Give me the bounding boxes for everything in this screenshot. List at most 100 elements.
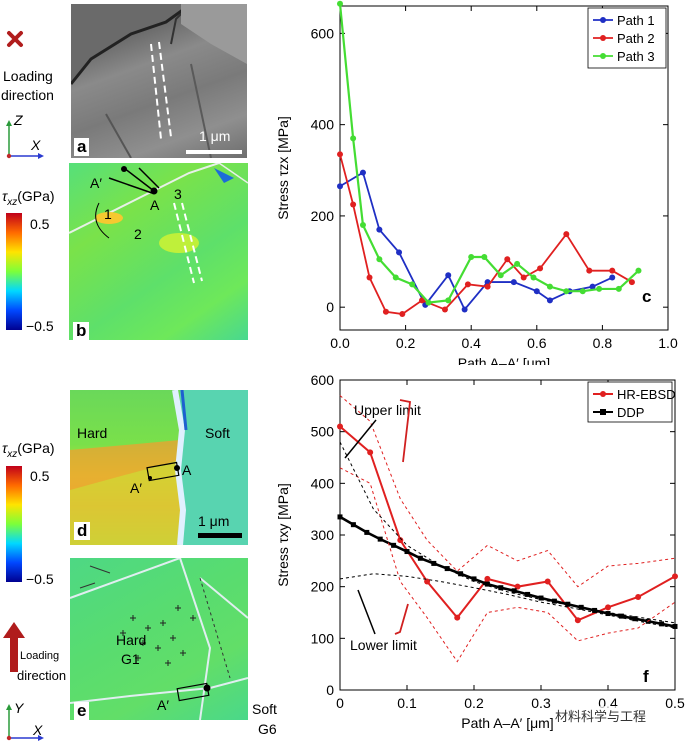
data-point (546, 283, 553, 290)
panel-b-point-a-prime: A′ (90, 175, 102, 191)
data-point (514, 583, 521, 590)
data-point (530, 274, 537, 281)
data-point (538, 595, 544, 601)
watermark-text: 材料科学与工程 (555, 709, 647, 724)
watermark: 材料科学与工程 (553, 706, 649, 725)
colorbar-top-title: τxz(GPa) (2, 188, 55, 208)
y-axis-label: Stress τxy [MPa] (275, 483, 291, 587)
data-point (445, 272, 452, 279)
axis-triad-zx-icon (2, 112, 52, 162)
data-point (382, 308, 389, 315)
x-axis-label: Path A–A′ [μm] (461, 715, 553, 731)
data-point (484, 283, 491, 290)
panel-d-scale-bar: 1 μm (198, 513, 230, 529)
y-tick-label: 0 (326, 682, 334, 698)
y-tick-label: 600 (311, 372, 335, 388)
data-point (609, 267, 616, 274)
colorbar-top-sub: xz (7, 196, 18, 208)
y-tick-label: 500 (311, 424, 335, 440)
colorbar-bottom-unit: (GPa) (17, 440, 55, 456)
y-tick-label: 400 (311, 475, 335, 491)
y-tick-label: 300 (311, 527, 335, 543)
panel-d-point-a-prime: A′ (130, 480, 142, 496)
series-line-ddp (339, 515, 676, 628)
series-line-hr-ebsd-upper-band (339, 395, 676, 588)
legend-label: Path 3 (617, 49, 655, 64)
data-point (417, 555, 423, 561)
series-line-hr-ebsd-lower-band (339, 467, 676, 663)
annotation-arrow-upper-red (399, 399, 411, 463)
data-point (409, 281, 416, 288)
data-point (586, 267, 593, 274)
data-point (392, 274, 399, 281)
loading-label-line2: direction (1, 87, 54, 103)
colorbar-top-unit: (GPa) (17, 188, 55, 204)
panel-d-label: d (74, 522, 91, 540)
x-tick-label: 0.5 (665, 695, 685, 711)
data-point (468, 253, 475, 260)
axis-x-label-bottom: X (33, 722, 43, 738)
annotation-lower-limit: Lower limit (350, 637, 417, 653)
data-point (628, 279, 635, 286)
data-point (397, 537, 404, 544)
data-point (578, 604, 584, 610)
panel-e-soft: Soft (252, 701, 277, 717)
panel-f-label: f (643, 667, 649, 686)
data-point (537, 265, 544, 272)
y-tick-label: 0 (326, 299, 334, 315)
stress-map-e (70, 558, 248, 720)
data-point (520, 274, 527, 281)
data-point (391, 542, 397, 548)
data-point (359, 222, 366, 229)
data-point (458, 571, 464, 577)
x-tick-label: 0.4 (461, 335, 481, 351)
legend-marker (600, 53, 606, 59)
data-point (445, 297, 452, 304)
data-point (504, 256, 511, 263)
data-point (367, 449, 374, 456)
series-line-lower-limit (339, 573, 676, 629)
data-point (337, 423, 343, 430)
panel-e-g1: G1 (121, 651, 140, 667)
data-point (431, 560, 437, 566)
panel-b-label: b (73, 322, 90, 340)
x-tick-label: 0.0 (330, 335, 350, 351)
series-line-upper-limit (339, 441, 676, 624)
data-point (350, 522, 356, 528)
data-point (525, 591, 531, 597)
panel-e-label: e (74, 702, 90, 720)
panel-b-path-3: 3 (174, 186, 182, 202)
data-point (596, 285, 603, 292)
x-tick-label: 0.6 (527, 335, 547, 351)
colorbar-bottom-title: τxz(GPa) (2, 440, 55, 460)
panel-a-label: a (74, 138, 90, 156)
data-point (419, 297, 425, 304)
x-tick-label: 0.2 (464, 695, 484, 711)
x-tick-label: 1.0 (658, 335, 678, 351)
y-tick-label: 400 (311, 117, 335, 133)
panel-d-soft: Soft (205, 425, 230, 441)
colorbar-top (6, 213, 22, 330)
data-point (484, 581, 490, 587)
panel-b-point-a: A (150, 197, 160, 213)
data-point (484, 575, 491, 582)
x-tick-label: 0 (336, 695, 344, 711)
loading-direction-arrow-icon (3, 622, 25, 672)
data-point (337, 0, 343, 7)
colorbar-top-min: −0.5 (26, 318, 54, 334)
colorbar-bottom-tau: τ (2, 440, 8, 456)
data-point (635, 594, 642, 600)
data-point (605, 611, 611, 617)
data-point (546, 297, 553, 304)
data-point (376, 256, 383, 263)
y-tick-label: 200 (311, 208, 335, 224)
chart-f: 0 0.1 0.2 0.3 0.4 0.50100200300400500600Path … (275, 372, 685, 731)
x-tick-label: 0.2 (396, 335, 416, 351)
panel-e-g6: G6 (258, 721, 277, 737)
x-axis-label: Path A–A′ [μm] (458, 355, 550, 365)
data-point (337, 514, 343, 520)
axis-y-label: Y (14, 700, 24, 716)
loading-label-bottom-line2: direction (17, 668, 67, 683)
annotation-arrow-lower-black (357, 589, 376, 635)
data-point (461, 306, 468, 313)
